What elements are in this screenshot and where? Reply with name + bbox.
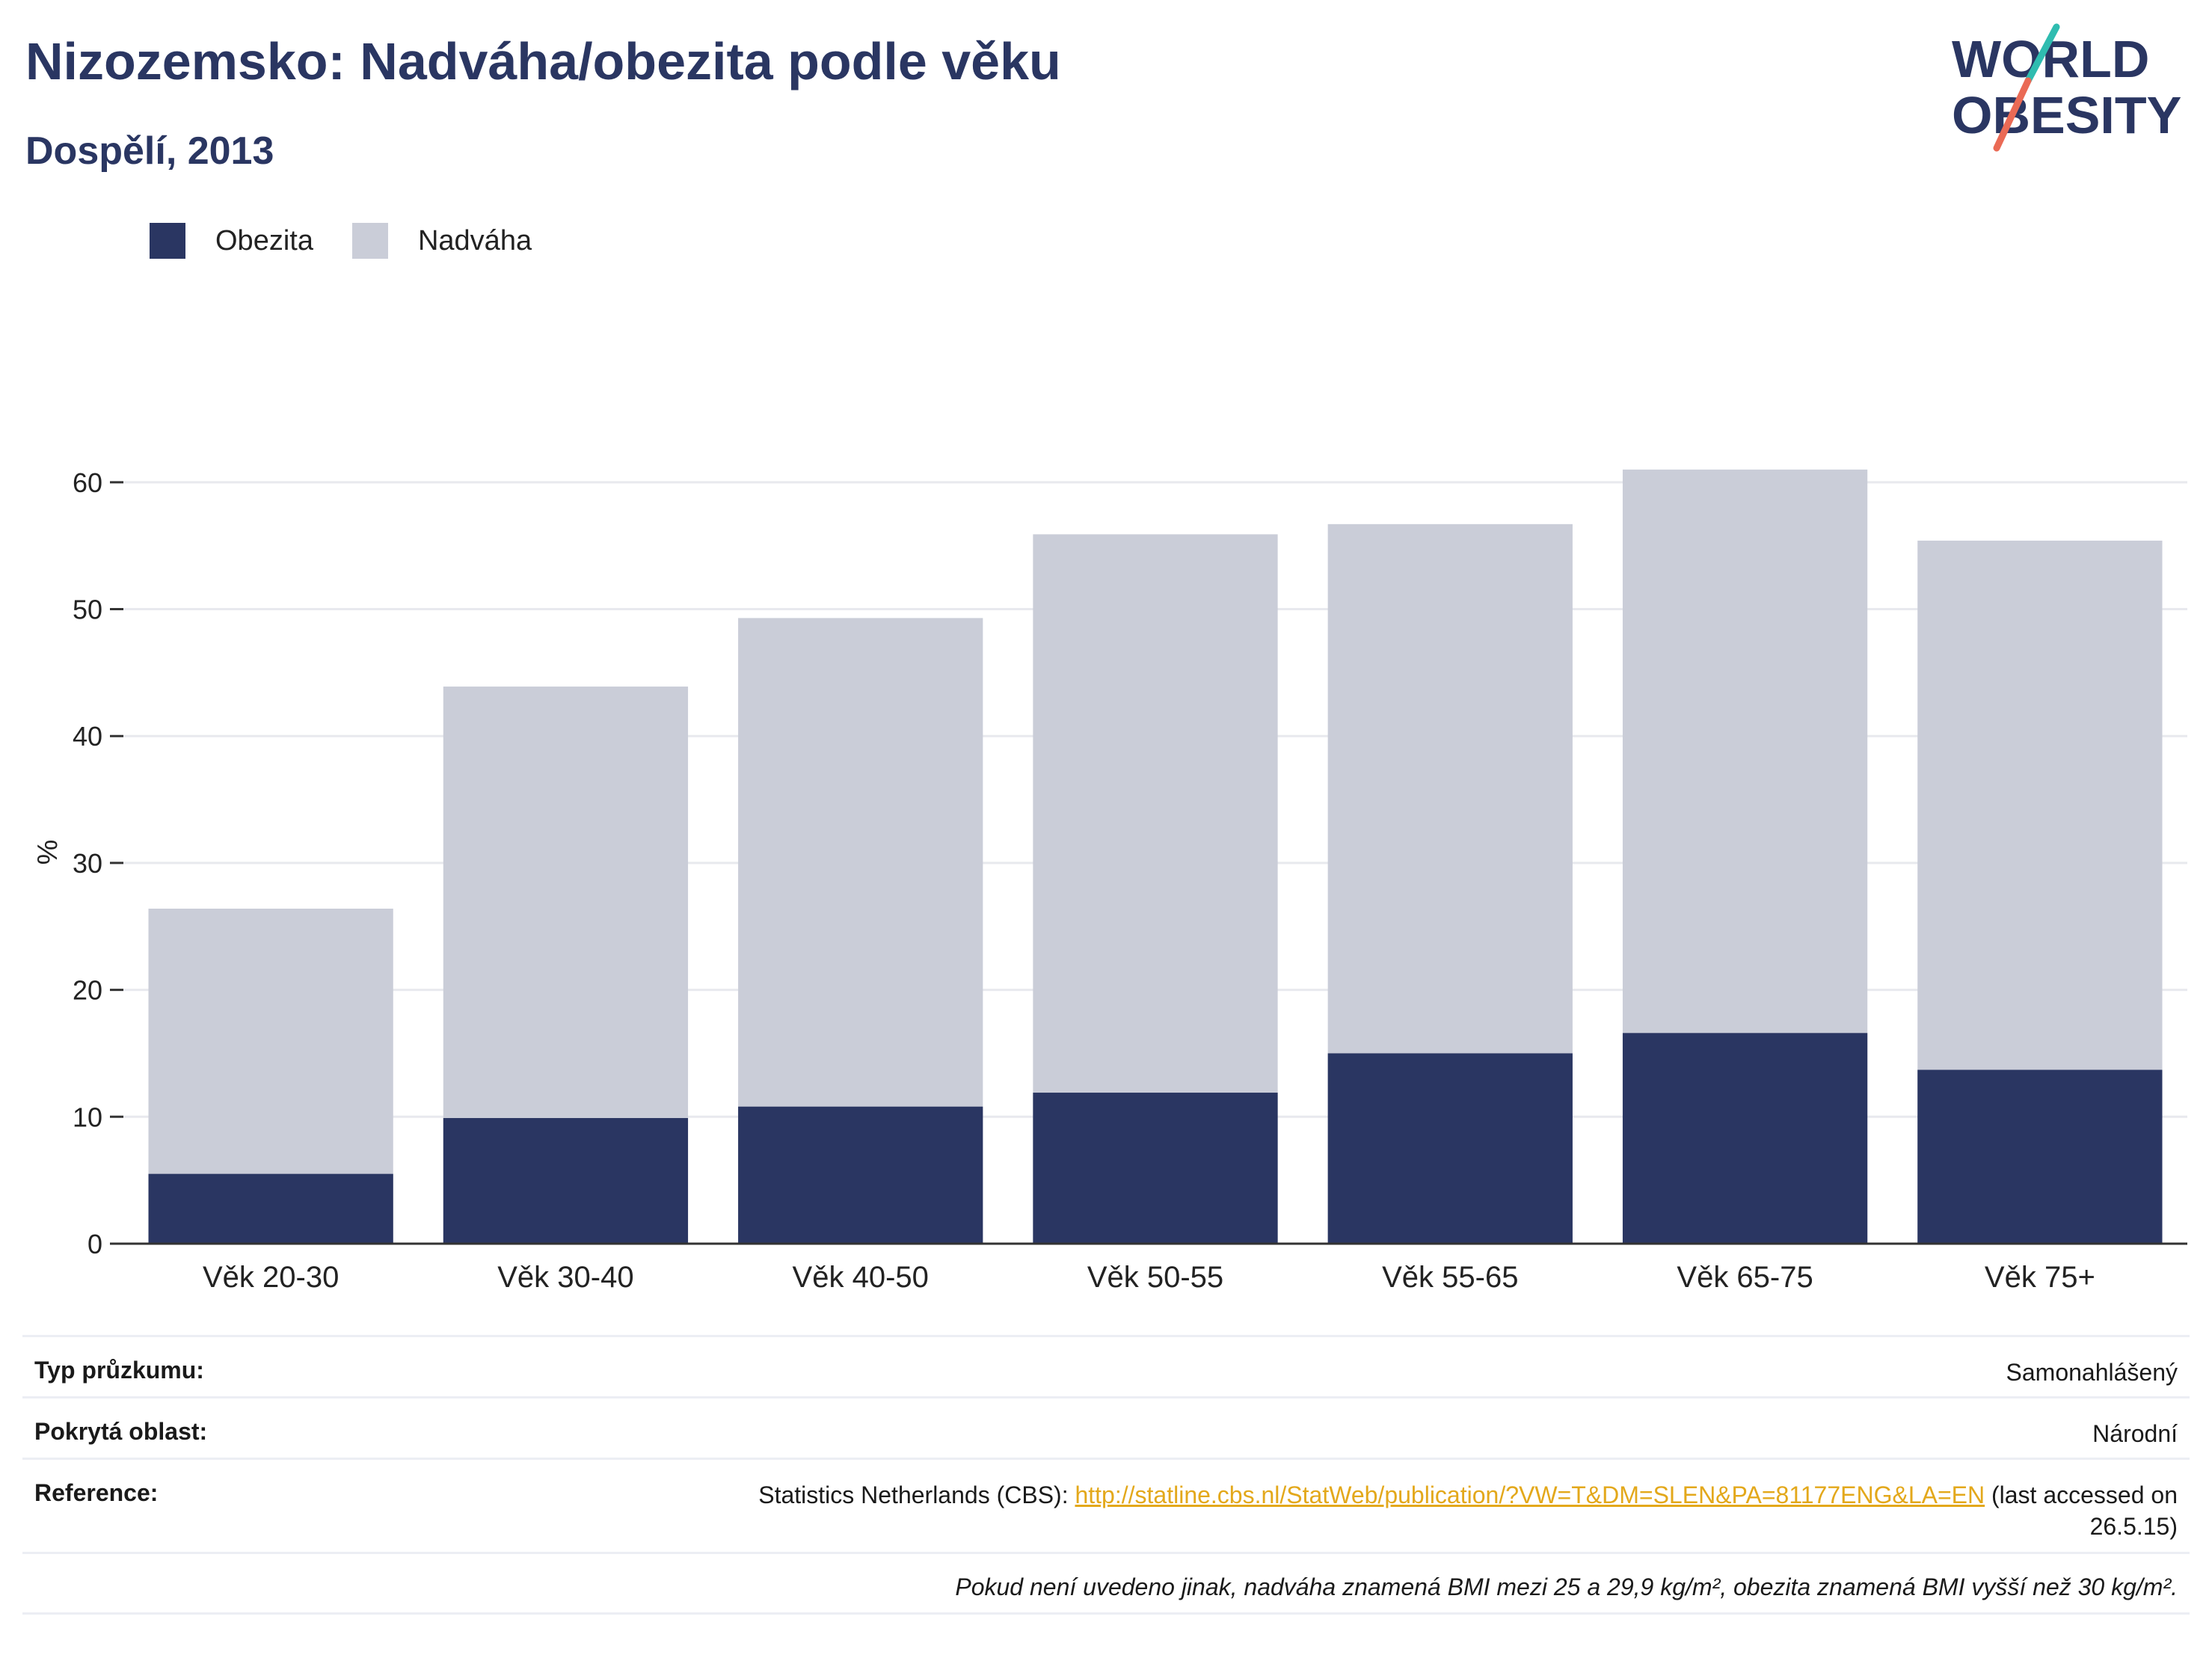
- y-axis-label: %: [32, 840, 64, 865]
- x-tick-label-3: Věk 50-55: [1087, 1261, 1223, 1294]
- bar-obezita-2: [738, 1106, 983, 1244]
- info-row-reference: Reference: Statistics Netherlands (CBS):…: [22, 1458, 2190, 1552]
- y-tick-label-30: 30: [73, 848, 102, 879]
- reference-label: Reference:: [34, 1479, 159, 1506]
- bar-obezita-0: [148, 1173, 393, 1244]
- legend-item-nadvaha[interactable]: Nadváha: [351, 223, 532, 259]
- reference-value: Statistics Netherlands (CBS): http://sta…: [758, 1479, 2178, 1542]
- legend-item-obezita[interactable]: Obezita: [150, 223, 313, 259]
- reference-link[interactable]: http://statline.cbs.nl/StatWeb/publicati…: [1075, 1481, 1985, 1508]
- logo-line2: OBESITY: [1952, 86, 2181, 144]
- info-row-survey-type: Typ průzkumu: Samonahlášený: [22, 1335, 2190, 1396]
- bar-chart: 0 10 20 30 40 50 60% Věk 20-30 Věk 30-40 Věk 40-5…: [32, 467, 2187, 1294]
- y-tick-label-40: 40: [73, 721, 102, 752]
- bar-obezita-5: [1622, 1033, 1868, 1244]
- x-tick-label-5: Věk 65-75: [1677, 1261, 1813, 1294]
- y-tick-label-60: 60: [73, 467, 102, 498]
- survey-type-label: Typ průzkumu:: [34, 1357, 204, 1384]
- legend-label-nadvaha: Nadváha: [417, 224, 532, 257]
- legend-swatch-nadvaha: [351, 223, 388, 259]
- info-row-note: Pokud není uvedeno jinak, nadváha znamen…: [22, 1552, 2190, 1615]
- definition-note: Pokud není uvedeno jinak, nadváha znamen…: [955, 1573, 2178, 1600]
- legend-label-obezita: Obezita: [215, 224, 313, 257]
- bar-obezita-3: [1033, 1093, 1278, 1244]
- world-obesity-logo: WORLD OBESITY: [1952, 23, 2181, 152]
- legend-swatch-obezita: [150, 223, 185, 259]
- info-table: Typ průzkumu: Samonahlášený Pokrytá obla…: [22, 1335, 2190, 1615]
- x-tick-label-2: Věk 40-50: [793, 1261, 929, 1294]
- bar-obezita-4: [1327, 1053, 1573, 1244]
- chart-title: Nizozemsko: Nadváha/obezita podle věku: [25, 32, 1061, 90]
- y-tick-label-20: 20: [73, 975, 102, 1006]
- bar-obezita-6: [1917, 1069, 2163, 1244]
- x-tick-label-1: Věk 30-40: [497, 1261, 633, 1294]
- y-tick-label-50: 50: [73, 595, 102, 625]
- coverage-label: Pokrytá oblast:: [34, 1418, 208, 1445]
- logo-slash-coral: [1993, 77, 2032, 152]
- reference-suffix: (last accessed on: [1985, 1481, 2178, 1508]
- survey-type-value: Samonahlášený: [2006, 1359, 2178, 1386]
- x-tick-label-0: Věk 20-30: [203, 1261, 339, 1294]
- coverage-value: Národní: [2092, 1420, 2178, 1447]
- x-tick-label-6: Věk 75+: [1985, 1261, 2095, 1294]
- x-tick-label-4: Věk 55-65: [1382, 1261, 1518, 1294]
- info-row-coverage: Pokrytá oblast: Národní: [22, 1396, 2190, 1458]
- chart-subtitle: Dospělí, 2013: [25, 129, 274, 173]
- bar-obezita-1: [443, 1118, 689, 1244]
- chart-legend: Obezita Nadváha: [150, 223, 571, 259]
- y-tick-label-0: 0: [87, 1229, 102, 1259]
- reference-prefix: Statistics Netherlands (CBS):: [758, 1481, 1075, 1508]
- y-tick-label-10: 10: [73, 1102, 102, 1132]
- reference-suffix-2: 26.5.15): [2089, 1513, 2178, 1540]
- logo-slash-teal: [2024, 23, 2060, 85]
